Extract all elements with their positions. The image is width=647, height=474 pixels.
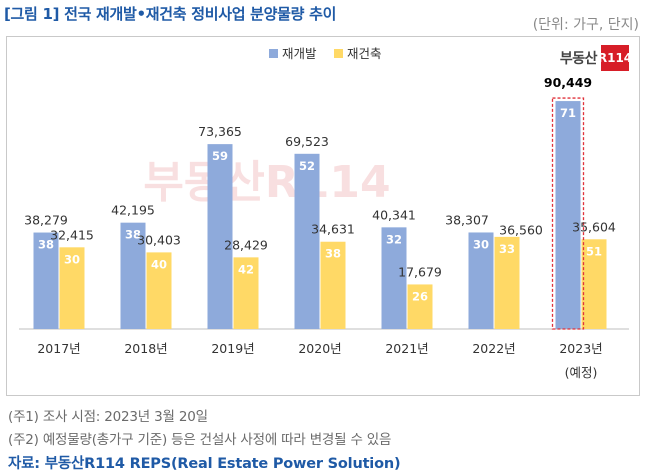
bar-redevelopment (468, 232, 494, 329)
household-label-redevelopment: 40,341 (372, 207, 416, 222)
brand-logo: 부동산 R114 (559, 45, 632, 71)
complex-label-redevelopment: 71 (560, 106, 576, 120)
category-label: 2021년 (385, 341, 428, 356)
household-label-redevelopment: 73,365 (198, 124, 242, 139)
household-label-reconstruction: 17,679 (398, 264, 442, 279)
category-label: 2020년 (298, 341, 341, 356)
complex-label-redevelopment: 30 (473, 237, 489, 251)
legend-swatch (334, 49, 343, 58)
bar-redevelopment (207, 144, 233, 329)
category-label: 2022년 (472, 341, 515, 356)
bar-redevelopment (555, 101, 581, 330)
bar-reconstruction (581, 239, 607, 329)
chart-title: [그림 1] 전국 재개발•재건축 정비사업 분양물량 추이 (4, 5, 337, 23)
legend-label: 재건축 (347, 46, 382, 61)
logo-mark: R114 (598, 45, 632, 71)
household-label-reconstruction: 32,415 (50, 227, 94, 242)
legend-label: 재개발 (282, 46, 317, 61)
note-2: (주2) 예정물량(총가구 기준) 등은 건설사 사정에 따라 변경될 수 있음 (8, 432, 392, 448)
household-label-redevelopment: 38,307 (445, 212, 489, 227)
category-label: 2017년 (37, 341, 80, 356)
complex-label-redevelopment: 38 (125, 228, 141, 242)
bar-reconstruction (146, 252, 172, 329)
complex-label-redevelopment: 59 (212, 149, 228, 163)
bar-redevelopment (120, 222, 146, 329)
category-label: 2018년 (124, 341, 167, 356)
category-label: 2019년 (211, 341, 254, 356)
category-label: 2023년 (559, 341, 602, 356)
bar-reconstruction (320, 241, 346, 329)
complex-label-reconstruction: 51 (586, 244, 602, 258)
category-sublabel: (예정) (565, 365, 598, 380)
complex-label-redevelopment: 38 (38, 238, 54, 252)
note-1: (주1) 조사 시점: 2023년 3월 20일 (8, 409, 208, 425)
bar-redevelopment (33, 232, 59, 329)
household-label-redevelopment: 42,195 (111, 203, 155, 218)
bar-reconstruction (59, 247, 85, 329)
bar-reconstruction (407, 284, 433, 329)
complex-label-reconstruction: 40 (151, 257, 167, 271)
logo-text: 부동산 (559, 51, 598, 67)
complex-label-reconstruction: 30 (64, 252, 80, 266)
household-label-reconstruction: 36,560 (499, 222, 543, 237)
complex-label-reconstruction: 26 (412, 289, 428, 303)
household-label-reconstruction: 28,429 (224, 237, 268, 252)
complex-label-reconstruction: 33 (499, 242, 515, 256)
household-label-reconstruction: 34,631 (311, 222, 355, 237)
complex-label-redevelopment: 32 (386, 232, 402, 246)
bar-redevelopment (381, 227, 407, 329)
complex-label-reconstruction: 42 (238, 262, 254, 276)
chart-area: 부동산R114 재개발 재건축 38 30 38,279 32,415 2017년 38 40 42… (6, 36, 640, 396)
source-label: 자료: 부동산R114 REPS(Real Estate Power Solut… (8, 456, 401, 472)
household-label-reconstruction: 30,403 (137, 232, 181, 247)
watermark: 부동산R114 (143, 157, 390, 208)
bar-reconstruction (233, 257, 259, 329)
legend: 재개발 재건축 (269, 46, 382, 61)
bar-reconstruction (494, 236, 520, 329)
bar-redevelopment (294, 153, 320, 329)
complex-label-redevelopment: 52 (299, 159, 315, 173)
unit-label: (단위: 가구, 단지) (532, 17, 639, 33)
complex-label-reconstruction: 38 (325, 247, 341, 261)
household-label-redevelopment: 69,523 (285, 134, 329, 149)
household-label-redevelopment: 38,279 (24, 213, 68, 228)
highlight-box (551, 97, 585, 330)
legend-swatch (269, 49, 278, 58)
household-label-redevelopment: 90,449 (544, 75, 592, 90)
household-label-reconstruction: 35,604 (572, 219, 616, 234)
